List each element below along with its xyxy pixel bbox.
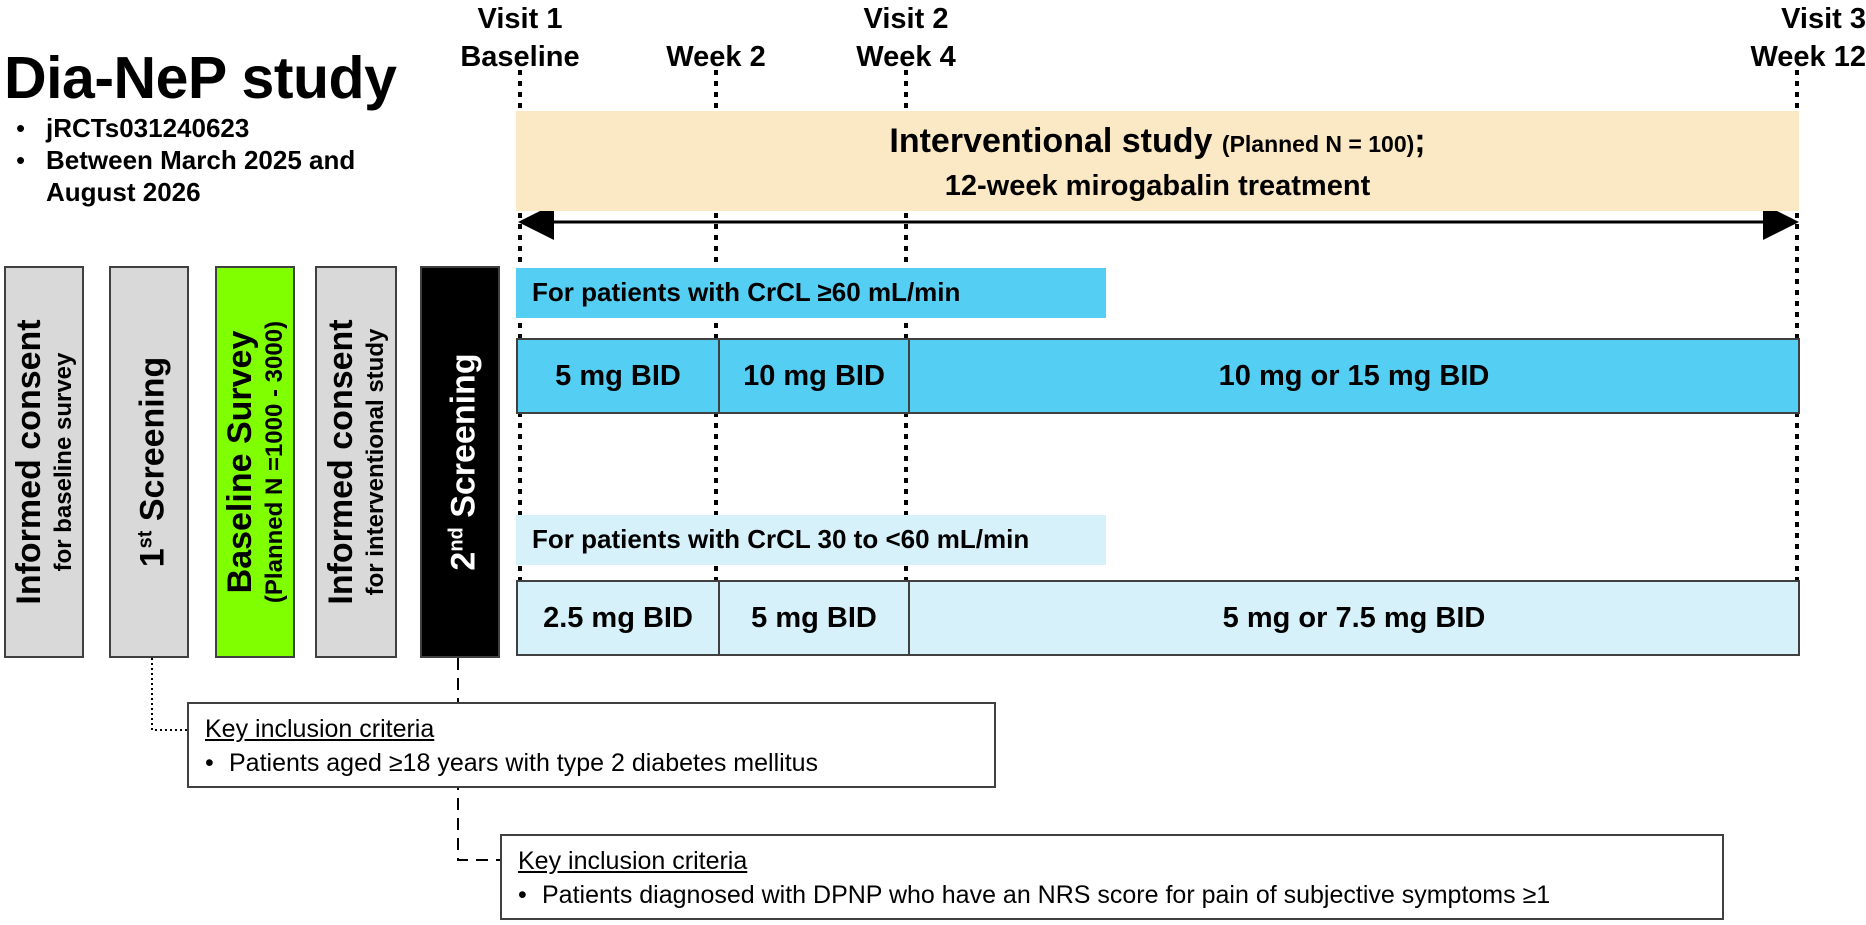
banner-title: Interventional study xyxy=(889,122,1213,160)
group-low-label: For patients with CrCL 30 to <60 mL/min xyxy=(516,515,1106,565)
study-info-list: jRCTs031240623 Between March 2025 and Au… xyxy=(16,112,406,208)
dose-cell: 2.5 mg BID xyxy=(543,601,693,634)
dose-cell: 5 mg BID xyxy=(555,359,681,392)
study-period: Between March 2025 and August 2026 xyxy=(16,144,406,208)
group-high-label: For patients with CrCL ≥60 mL/min xyxy=(516,268,1106,318)
group-low-dose-row: 2.5 mg BID 5 mg BID 5 mg or 7.5 mg BID xyxy=(516,580,1800,656)
visit-header-1: Visit 1 Baseline xyxy=(460,3,580,73)
step-informed-consent-baseline: Informed consent for baseline survey xyxy=(4,266,84,658)
step-second-screening: 2nd Screening xyxy=(420,266,500,658)
step-informed-consent-interventional: Informed consent for interventional stud… xyxy=(315,266,397,658)
criteria-heading: Key inclusion criteria xyxy=(518,847,748,875)
criteria-heading: Key inclusion criteria xyxy=(205,715,435,743)
visit-header-2: Visit 2 Week 4 xyxy=(856,3,956,73)
group-high-dose-row: 5 mg BID 10 mg BID 10 mg or 15 mg BID xyxy=(516,338,1800,414)
dose-cell: 10 mg BID xyxy=(718,340,908,412)
dose-cell: 10 mg or 15 mg BID xyxy=(908,340,1798,412)
interventional-study-banner: Interventional study (Planned N = 100); … xyxy=(516,111,1799,211)
step-baseline-survey: Baseline Survey (Planned N =1000 - 3000) xyxy=(215,266,295,658)
page-title: Dia-NeP study xyxy=(4,45,397,111)
registry-id: jRCTs031240623 xyxy=(16,112,406,144)
dose-cell: 5 mg or 7.5 mg BID xyxy=(908,582,1798,654)
visit-header-3: Visit 3 Week 12 xyxy=(1750,3,1866,73)
dose-cell: 5 mg BID xyxy=(718,582,908,654)
inclusion-criteria-second-screening: Key inclusion criteria Patients diagnose… xyxy=(500,834,1724,920)
inclusion-criteria-first-screening: Key inclusion criteria Patients aged ≥18… xyxy=(187,702,996,788)
criteria-item: Patients aged ≥18 years with type 2 diab… xyxy=(205,746,978,780)
criteria-item: Patients diagnosed with DPNP who have an… xyxy=(518,878,1706,912)
banner-planned-n: (Planned N = 100) xyxy=(1221,131,1415,157)
visit-header-week2: Week 2 xyxy=(666,41,766,73)
connector-first-screening xyxy=(151,658,188,731)
banner-subtitle: 12-week mirogabalin treatment xyxy=(944,170,1371,202)
step-first-screening: 1st Screening xyxy=(109,266,189,658)
